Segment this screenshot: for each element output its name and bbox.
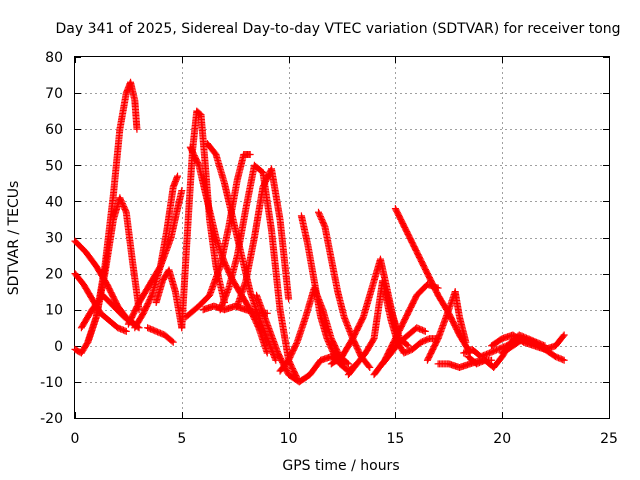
x-tick-labels: 0 5 10 15 20 25	[71, 431, 618, 447]
data-point	[421, 327, 429, 335]
data-point	[285, 295, 293, 303]
series-arc-13	[182, 150, 254, 321]
plot-frame	[74, 56, 610, 419]
series-arc-3	[71, 194, 143, 357]
series-arc-32	[498, 335, 568, 364]
series-arc-24	[379, 324, 429, 368]
series-arc-15	[233, 165, 293, 310]
data-point	[121, 327, 129, 335]
y-tick-label: 70	[45, 86, 63, 102]
y-tick-label: 40	[45, 194, 63, 210]
series-arc-27	[423, 288, 470, 364]
data-point	[420, 327, 428, 335]
data-point	[559, 356, 567, 364]
data-point	[168, 337, 176, 345]
y-tick-label: 80	[45, 50, 63, 66]
y-tick-label: -20	[40, 411, 63, 427]
y-tick-label: 60	[45, 122, 63, 138]
data-point	[320, 221, 328, 229]
chart-title: Day 341 of 2025, Sidereal Day-to-day VTE…	[55, 21, 620, 37]
data-point	[343, 359, 351, 367]
x-tick-label: 15	[386, 431, 404, 447]
data-point	[403, 341, 411, 349]
x-tick-label: 25	[600, 431, 618, 447]
y-tick-label: 10	[45, 303, 63, 319]
data-point	[122, 207, 130, 215]
x-axis-label: GPS time / hours	[282, 458, 399, 474]
y-tick-labels: -20 -10 0 10 20 30 40 50 60 70 80	[40, 50, 63, 427]
series-arc-26	[391, 205, 474, 357]
data-point	[174, 172, 182, 180]
x-tick-label: 0	[71, 431, 80, 447]
data-point	[560, 356, 568, 364]
y-tick-label: 20	[45, 267, 63, 283]
y-tick-label: 50	[45, 158, 63, 174]
series-arc-17	[253, 291, 346, 386]
data-point	[366, 363, 374, 371]
data-point	[169, 338, 177, 346]
data-point	[178, 187, 186, 195]
data-point	[365, 362, 373, 370]
data-points	[71, 78, 568, 386]
data-point	[559, 332, 567, 340]
data-point	[462, 338, 470, 346]
y-tick-label: 0	[54, 339, 63, 355]
y-tick-label: 30	[45, 231, 63, 247]
series-arc-8	[152, 266, 186, 332]
x-tick-label: 10	[280, 431, 298, 447]
series-arc-16	[199, 302, 271, 317]
data-point	[133, 125, 141, 133]
series-arc-19	[297, 212, 361, 375]
data-point	[344, 360, 352, 368]
series-arc-18	[276, 284, 352, 375]
x-tick-label: 5	[177, 431, 186, 447]
y-tick-label: -10	[40, 375, 63, 391]
axis-ticks	[75, 57, 610, 419]
x-tick-label: 20	[493, 431, 511, 447]
series-arc-7	[131, 172, 182, 332]
series-arc-10	[178, 107, 229, 332]
data-point	[122, 327, 130, 335]
series-arc-6	[124, 187, 186, 328]
series-arc-9	[144, 324, 177, 346]
data-point	[246, 150, 254, 158]
series-arc-5	[77, 291, 139, 332]
y-axis-label: SDTVAR / TECUs	[6, 181, 22, 296]
series-arc-20	[315, 208, 374, 371]
data-point	[560, 331, 568, 339]
